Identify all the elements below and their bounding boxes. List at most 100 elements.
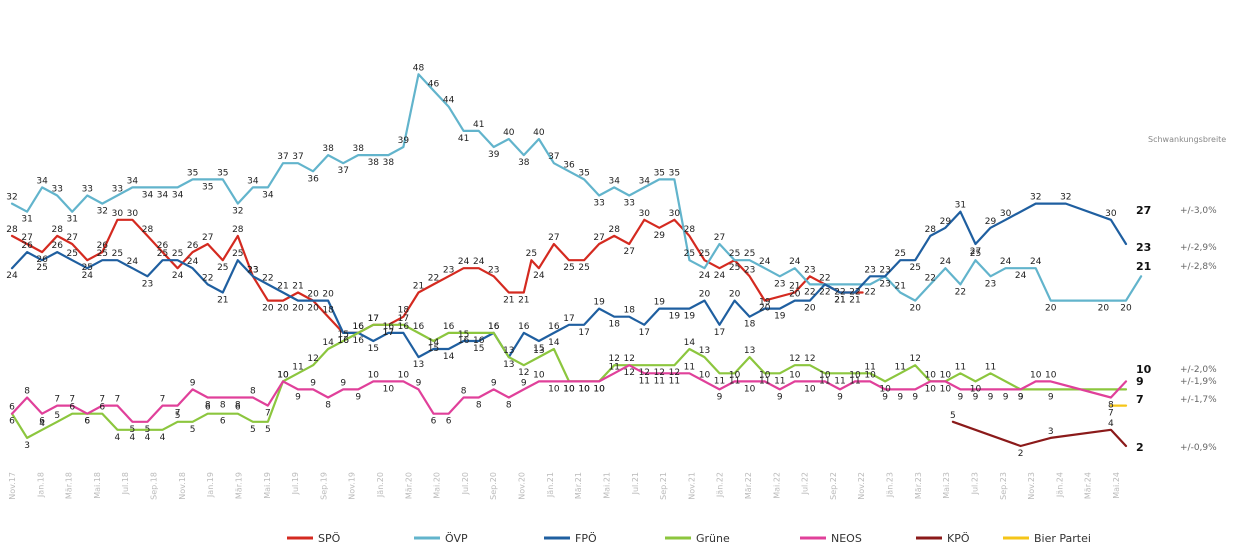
data-label-gr-ne: 4: [160, 433, 166, 443]
x-tick-label: Mär.20: [404, 472, 413, 499]
data-label-neos: 9: [355, 392, 361, 402]
data-label-neos: 10: [1030, 370, 1042, 380]
data-label--vp: 37: [277, 152, 288, 162]
data-label-sp-: 21: [834, 296, 845, 306]
data-label-sp-: 23: [443, 265, 454, 275]
x-tick-label: Jän.24: [1055, 472, 1064, 498]
data-label-fp-: 23: [247, 265, 258, 275]
x-tick-label: Mai.22: [772, 472, 781, 499]
data-label-fp-: 21: [834, 296, 845, 306]
data-label-fp-: 32: [1030, 193, 1041, 203]
margin-header: Schwankungsbreite: [1148, 135, 1226, 144]
data-label-fp-: 24: [127, 257, 139, 267]
x-tick-label: Mär.21: [574, 472, 583, 499]
data-label--vp: 20: [1098, 304, 1110, 314]
data-label--vp: 23: [879, 265, 890, 275]
data-label-gr-ne: 10: [578, 384, 590, 394]
data-label--vp: 38: [368, 158, 380, 168]
data-label-gr-ne: 9: [1018, 392, 1024, 402]
data-label-neos: 9: [190, 378, 196, 388]
data-label-gr-ne: 11: [894, 362, 905, 372]
data-label-gr-ne: 14: [684, 338, 696, 348]
data-label-fp-: 27: [970, 247, 981, 257]
data-label--vp: 40: [503, 128, 515, 138]
data-label-sp-: 23: [744, 265, 755, 275]
data-label-sp-: 21: [789, 282, 800, 292]
data-label--vp: 20: [909, 304, 921, 314]
x-tick-label: Nov.21: [687, 472, 696, 500]
data-label-neos: 9: [973, 392, 979, 402]
data-label-neos: 9: [777, 392, 783, 402]
x-tick-label: Mär.22: [744, 472, 753, 499]
x-tick-label: Mai.24: [1112, 472, 1121, 499]
data-label-fp-: 16: [383, 322, 395, 332]
x-tick-label: Jul.22: [801, 472, 810, 495]
data-label--vp: 21: [894, 282, 905, 292]
data-label--vp: 24: [789, 257, 801, 267]
data-label--vp: 22: [819, 287, 830, 297]
data-label-sp-: 27: [21, 233, 32, 243]
end-value-label: 23: [1136, 241, 1151, 254]
series-lines: [10, 73, 1143, 448]
data-label--vp: 35: [217, 168, 228, 178]
data-label-gr-ne: 11: [834, 376, 845, 386]
x-tick-label: Jul.18: [121, 472, 130, 495]
data-label-gr-ne: 16: [352, 322, 364, 332]
data-label-fp-: 14: [443, 352, 455, 362]
x-tick-label: Nov.23: [1027, 472, 1036, 500]
data-label--vp: 37: [548, 152, 559, 162]
data-label-neos: 10: [563, 384, 575, 394]
data-label--vp: 34: [142, 190, 154, 200]
data-label-kp-: 5: [950, 411, 956, 421]
data-label--vp: 34: [262, 190, 274, 200]
data-label-gr-ne: 6: [99, 403, 105, 413]
data-label-fp-: 19: [774, 312, 786, 322]
x-tick-label: Mär.18: [65, 472, 74, 499]
data-label-bier-partei: 7: [1108, 409, 1114, 419]
margin-of-error: +/-3,0%: [1180, 206, 1217, 216]
data-label-fp-: 16: [548, 322, 560, 332]
data-label-fp-: 16: [518, 322, 530, 332]
data-label-gr-ne: 11: [759, 376, 770, 386]
data-label-neos: 8: [461, 387, 467, 397]
x-tick-label: Nov.22: [857, 472, 866, 500]
data-label-sp-: 22: [428, 273, 439, 283]
data-label-sp-: 25: [578, 263, 589, 273]
data-label-neos: 7: [175, 409, 181, 419]
data-label-gr-ne: 10: [879, 384, 891, 394]
data-label-gr-ne: 11: [774, 376, 785, 386]
data-label--vp: 24: [1030, 257, 1042, 267]
data-label-gr-ne: 17: [368, 314, 379, 324]
x-tick-label: Nov.18: [178, 472, 187, 500]
data-label-gr-ne: 11: [729, 376, 740, 386]
data-label-fp-: 30: [1000, 209, 1012, 219]
x-tick-label: Sep.19: [319, 472, 328, 500]
data-label-sp-: 28: [142, 225, 154, 235]
margin-of-error: +/-2,8%: [1180, 262, 1217, 272]
data-label-sp-: 21: [503, 296, 514, 306]
data-label-sp-: 24: [714, 271, 726, 281]
end-value-label: 21: [1136, 260, 1151, 273]
data-label-neos: 8: [220, 401, 226, 411]
x-tick-label: Sep.23: [999, 472, 1008, 500]
data-label-neos: 9: [416, 378, 422, 388]
x-tick-label: Jän.20: [376, 472, 385, 498]
data-label--vp: 35: [202, 182, 213, 192]
data-label-fp-: 20: [729, 290, 741, 300]
data-label-sp-: 24: [533, 271, 545, 281]
data-label-neos: 5: [130, 425, 136, 435]
data-label-neos: 8: [250, 387, 256, 397]
data-label--vp: 25: [744, 249, 755, 259]
data-label-fp-: 15: [458, 330, 469, 340]
legend-label: ÖVP: [445, 532, 468, 545]
data-label--vp: 34: [639, 176, 651, 186]
data-label-sp-: 26: [157, 241, 169, 251]
data-label--vp: 34: [608, 176, 620, 186]
data-label-sp-: 16: [337, 336, 349, 346]
data-label-fp-: 13: [503, 360, 514, 370]
data-label-fp-: 26: [21, 241, 33, 251]
data-label--vp: 41: [473, 120, 484, 130]
data-label--vp: 23: [774, 279, 785, 289]
data-label-neos: 9: [912, 392, 918, 402]
